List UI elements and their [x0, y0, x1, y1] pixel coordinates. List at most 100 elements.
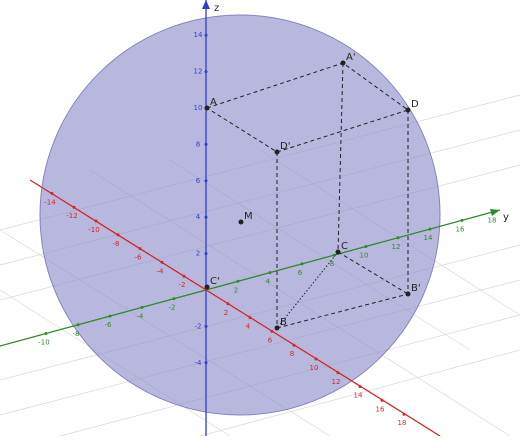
x-tick-label: -12 — [66, 212, 77, 220]
y-tick-label: 18 — [488, 217, 497, 225]
y-tick-label: -10 — [38, 339, 49, 347]
tick-mark — [268, 271, 272, 275]
tick-mark — [292, 343, 296, 347]
tick-mark — [76, 323, 80, 327]
tick-mark — [204, 361, 208, 365]
x-tick-label: 18 — [398, 419, 407, 427]
y-tick-label: 2 — [234, 286, 238, 294]
y-axis — [0, 209, 501, 347]
point-label: D — [411, 99, 419, 110]
z-tick-label: 14 — [194, 31, 203, 39]
tick-mark — [204, 215, 208, 219]
point-label: C — [341, 241, 348, 252]
x-tick-label: 14 — [354, 392, 363, 400]
y-tick-label: 14 — [424, 234, 433, 242]
tick-mark — [380, 398, 384, 402]
tick-mark — [140, 305, 144, 309]
point — [405, 291, 411, 297]
tick-mark — [226, 302, 230, 306]
tick-mark — [116, 233, 120, 237]
y-tick-label: 12 — [392, 243, 401, 251]
y-tick-label: -4 — [137, 312, 145, 320]
tick-mark — [204, 324, 208, 328]
point-label: A — [210, 97, 217, 108]
y-tick-label: 6 — [298, 269, 303, 277]
z-tick-label: -4 — [195, 359, 203, 367]
x-axis — [29, 179, 441, 437]
tick-mark — [204, 70, 208, 74]
x-tick-label: -14 — [44, 198, 56, 206]
tick-mark — [204, 33, 208, 37]
point — [204, 284, 210, 290]
point — [274, 325, 280, 331]
x-tick-label: 10 — [310, 364, 319, 372]
point — [204, 105, 210, 111]
z-tick-label: 8 — [196, 140, 200, 148]
tick-mark — [428, 227, 432, 231]
point-label: B — [280, 317, 287, 328]
y-tick-label: -8 — [73, 330, 80, 338]
x-tick-label: 8 — [290, 350, 294, 358]
x-tick-label: 12 — [332, 378, 341, 386]
tick-mark — [248, 316, 252, 320]
point — [238, 219, 244, 225]
tick-mark — [358, 385, 362, 389]
x-tick-label: 16 — [376, 405, 385, 413]
y-axis-label: y — [503, 212, 509, 223]
y-tick-label: 8 — [330, 260, 334, 268]
tick-mark — [72, 205, 76, 209]
tick-mark — [332, 253, 336, 257]
point-label: A' — [346, 52, 356, 63]
point — [405, 107, 411, 113]
y-tick-label: -6 — [105, 321, 113, 329]
point-label: B' — [411, 283, 421, 294]
y-tick-label: 4 — [266, 278, 271, 286]
tick-mark — [44, 332, 48, 335]
tick-mark — [204, 142, 208, 146]
y-tick-label: 10 — [360, 252, 369, 260]
z-arrow — [202, 0, 210, 9]
tick-mark — [364, 245, 368, 248]
tick-mark — [172, 297, 176, 301]
point — [274, 149, 280, 155]
tick-mark — [182, 274, 186, 278]
z-tick-label: 2 — [196, 250, 200, 258]
tick-mark — [460, 218, 464, 222]
point — [340, 60, 346, 66]
point-label: M — [244, 211, 253, 222]
z-tick-label: 6 — [196, 177, 201, 185]
x-tick-label: 2 — [224, 309, 228, 317]
sphere — [39, 14, 441, 416]
x-tick-label: -8 — [113, 240, 120, 248]
x-tick-label: -10 — [88, 226, 99, 234]
x-tick-label: -4 — [157, 267, 165, 275]
z-tick-label: 12 — [194, 68, 203, 76]
tick-mark — [94, 219, 98, 223]
tick-mark — [160, 260, 164, 264]
tick-mark — [236, 279, 240, 283]
tick-mark — [204, 179, 208, 183]
tick-mark — [50, 191, 54, 195]
z-axis-label: z — [214, 3, 219, 14]
tick-mark — [270, 329, 274, 333]
z-tick-label: 10 — [194, 104, 203, 112]
y-tick-label: -2 — [169, 304, 176, 312]
tick-mark — [300, 262, 304, 266]
z-tick-label: -2 — [195, 322, 202, 330]
point — [335, 249, 341, 255]
tick-mark — [396, 236, 400, 240]
x-tick-label: 6 — [268, 336, 273, 344]
box-edges — [206, 62, 410, 329]
point-label: C' — [210, 276, 220, 287]
x-tick-label: -6 — [135, 254, 143, 262]
tick-mark — [492, 210, 496, 214]
tick-mark — [402, 412, 406, 416]
tick-mark — [336, 371, 340, 375]
x-tick-label: -2 — [179, 281, 186, 289]
y-tick-label: 16 — [456, 225, 465, 233]
point-label: D' — [280, 141, 290, 152]
tick-mark — [204, 252, 208, 256]
tick-mark — [314, 357, 318, 361]
tick-mark — [108, 314, 112, 318]
